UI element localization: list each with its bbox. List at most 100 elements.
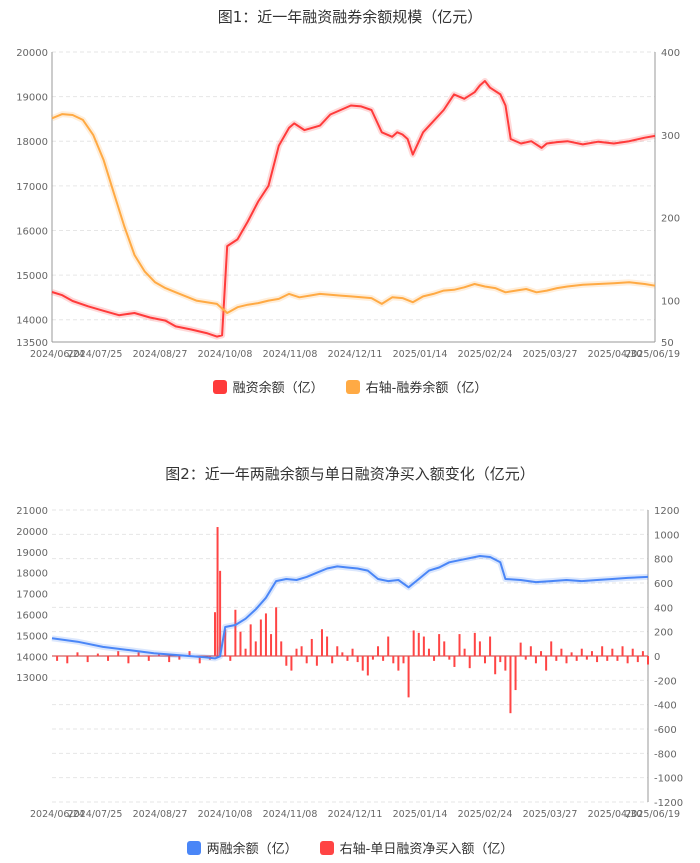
left-tick-label: 20000 <box>16 527 48 538</box>
net-buy-bar <box>249 624 252 656</box>
legend-item-financing-balance[interactable]: 融资余额（亿） <box>212 377 324 396</box>
x-tick-label: 2025/01/14 <box>393 809 448 820</box>
net-buy-bar <box>529 646 532 656</box>
legend-label-margin: 两融余额（亿） <box>206 842 298 857</box>
x-tick-label: 2025/02/24 <box>458 809 513 820</box>
x-tick-label: 2024/06/24 <box>30 349 85 360</box>
right-tick-label: 100 <box>661 297 680 308</box>
net-buy-bar <box>137 652 140 656</box>
right-tick-label: 800 <box>654 555 673 566</box>
legend-item-short-balance[interactable]: 右轴-融券余额（亿） <box>345 377 487 396</box>
right-tick-label: 200 <box>654 628 673 639</box>
net-buy-bar <box>636 656 639 663</box>
net-buy-bar <box>647 656 649 665</box>
net-buy-bar <box>76 652 79 656</box>
right-tick-label: -1000 <box>654 774 683 785</box>
net-buy-bar <box>356 656 359 663</box>
legend-item-margin-balance[interactable]: 两融余额（亿） <box>186 838 298 857</box>
net-buy-bar <box>504 656 507 671</box>
net-buy-bar <box>545 656 548 671</box>
net-buy-bar <box>239 631 242 656</box>
legend-swatch-net-buy <box>319 840 334 855</box>
right-tick-label: 1200 <box>654 506 679 517</box>
chart1-svg: 13500 14000 15000 16000 17000 18000 19000 20000… <box>16 48 680 360</box>
right-tick-label: 200 <box>661 214 680 225</box>
net-buy-bar <box>626 656 629 664</box>
x-tick-label: 2024/07/25 <box>68 349 123 360</box>
net-buy-bar <box>631 648 634 656</box>
net-buy-bar <box>392 656 395 664</box>
left-tick-label: 15000 <box>16 631 48 642</box>
net-buy-bar <box>550 641 553 656</box>
net-buy-bar <box>371 656 374 660</box>
right-tick-label: 600 <box>654 579 673 590</box>
net-buy-bar <box>224 629 227 656</box>
left-tick-label: 15000 <box>16 271 48 282</box>
right-tick-label: 300 <box>661 131 680 142</box>
right-tick-label: -200 <box>654 676 677 687</box>
net-buy-bar <box>387 636 390 656</box>
series-line-financing <box>51 80 656 338</box>
left-tick-label: 19000 <box>16 548 48 559</box>
net-buy-bar <box>157 653 160 656</box>
net-buy-bar <box>580 648 583 656</box>
left-tick-label: 18000 <box>16 137 48 148</box>
net-buy-bar <box>483 656 486 664</box>
net-buy-bar <box>489 636 492 656</box>
x-tick-label: 2025/02/24 <box>458 349 513 360</box>
net-buy-bar <box>611 648 614 656</box>
net-buy-bar <box>509 656 512 714</box>
net-buy-bar <box>264 613 267 656</box>
net-buy-bar <box>494 656 497 675</box>
net-buy-bar <box>438 634 441 656</box>
left-tick-label: 13500 <box>16 338 48 349</box>
left-tick-label: 21000 <box>16 506 48 517</box>
x-tick-label: 2024/06/24 <box>30 809 85 820</box>
net-buy-bar <box>351 648 354 656</box>
net-buy-bar <box>198 656 201 664</box>
net-buy-bar <box>422 636 425 656</box>
net-buy-bar <box>499 656 502 663</box>
x-tick-label: 2024/08/27 <box>133 349 188 360</box>
net-buy-bar <box>514 656 517 691</box>
net-buy-bar <box>219 570 222 656</box>
right-tick-label: -1200 <box>654 798 683 809</box>
net-buy-bar <box>433 656 436 661</box>
net-buy-bar <box>331 656 334 664</box>
net-buy-bar <box>590 651 593 656</box>
x-tick-label: 2024/10/08 <box>198 809 253 820</box>
right-tick-label: 400 <box>654 603 673 614</box>
net-buy-bar <box>524 656 527 660</box>
series-line-short <box>51 113 656 314</box>
net-buy-bar <box>382 656 385 661</box>
net-buy-bar <box>290 656 293 671</box>
net-buy-bar <box>621 646 624 656</box>
left-tick-label: 19000 <box>16 93 48 104</box>
right-tick-label: 50 <box>661 338 674 349</box>
right-tick-label: -800 <box>654 749 677 760</box>
chart2-legend: 两融余额（亿） 右轴-单日融资净买入额（亿） <box>0 838 700 857</box>
right-tick-label: -400 <box>654 701 677 712</box>
net-buy-bar <box>407 656 410 698</box>
left-tick-label: 17000 <box>16 590 48 601</box>
net-buy-bar <box>107 656 110 661</box>
net-buy-bar <box>168 656 171 663</box>
net-buy-bar <box>285 656 288 666</box>
net-buy-bar <box>147 656 150 661</box>
net-buy-bar <box>320 629 323 656</box>
left-tick-label: 16000 <box>16 611 48 622</box>
right-tick-label: 400 <box>661 48 680 59</box>
net-buy-bar <box>216 527 219 656</box>
x-tick-label: 2024/10/08 <box>198 349 253 360</box>
x-tick-label: 2025/01/14 <box>393 349 448 360</box>
net-buy-bar <box>519 642 522 656</box>
net-buy-bar <box>585 656 588 660</box>
net-buy-bar <box>596 656 599 663</box>
net-buy-bar <box>397 656 400 671</box>
net-buy-bar <box>336 646 339 656</box>
legend-item-net-buy[interactable]: 右轴-单日融资净买入额（亿） <box>319 838 513 857</box>
net-buy-bar <box>641 651 644 656</box>
legend-swatch-financing <box>212 379 227 394</box>
net-buy-bar <box>96 653 99 656</box>
net-buy-bar <box>275 607 278 656</box>
